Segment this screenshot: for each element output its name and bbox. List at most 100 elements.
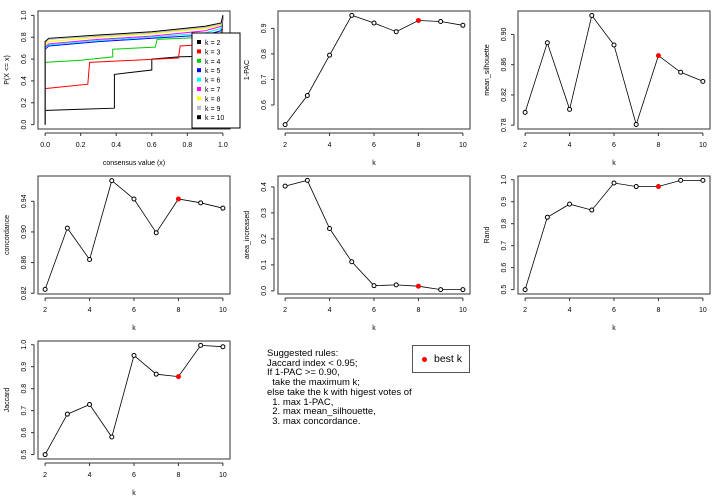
data-line — [44, 344, 223, 455]
panel-p-x-x-: 0.0 0.2 0.4 0.6 0.8 1.0 0.0 0.2 0.4 0.6 0.8 1.0 cons… — [4, 10, 241, 167]
best-k-legend: best k — [412, 345, 470, 373]
data-point — [460, 287, 466, 293]
x-tick-label: 8 — [176, 307, 180, 314]
x-tick-label: 4 — [568, 307, 572, 314]
data-point — [678, 177, 684, 183]
y-tick-label: 0.3 — [261, 208, 268, 218]
best-k-point — [655, 184, 661, 190]
y-tick-label: 0.9 — [21, 362, 28, 372]
x-axis-label: k — [612, 325, 616, 332]
legend-entry: k = 8 — [205, 96, 220, 103]
data-point — [589, 13, 595, 19]
y-axis-label: 1-PAC — [244, 60, 251, 80]
x-tick-label: 4 — [88, 307, 92, 314]
data-point — [633, 121, 639, 127]
data-point — [567, 201, 573, 207]
x-tick-label: 10 — [459, 142, 467, 149]
y-tick-label: 0.5 — [21, 450, 28, 460]
plot-frame — [517, 175, 711, 295]
y-tick-label: 1.0 — [21, 10, 28, 20]
data-point — [109, 434, 115, 440]
data-point — [611, 180, 617, 186]
x-tick-label: 0.2 — [76, 142, 86, 149]
y-tick-label: 0.6 — [21, 54, 28, 64]
y-axis-label: Rand — [484, 227, 491, 244]
data-point — [522, 109, 528, 115]
data-line — [524, 14, 704, 126]
x-tick-label: 2 — [283, 307, 287, 314]
data-point — [282, 122, 288, 128]
x-tick-label: 8 — [416, 142, 420, 149]
data-point — [304, 177, 310, 183]
panel-concordance: 2 4 6 8 10 0.82 0.86 0.90 0.94 k concordance — [4, 175, 231, 332]
x-tick-label: 0.8 — [182, 142, 192, 149]
data-point — [522, 287, 528, 293]
y-tick-label: 0.4 — [21, 76, 28, 86]
data-point — [64, 225, 70, 231]
data-point — [304, 93, 310, 99]
panel-mean-silhouette: 2 4 6 8 10 0.78 0.82 0.86 0.90 k mean_silhouette — [484, 10, 711, 167]
y-tick-label: 0.0 — [21, 120, 28, 130]
data-point — [544, 40, 550, 46]
plot-frame — [37, 340, 231, 460]
x-tick-label: 2 — [523, 142, 527, 149]
y-tick-label: 0.0 — [261, 286, 268, 296]
legend-swatch — [197, 105, 201, 110]
x-tick-label: 1.0 — [218, 142, 228, 149]
data-point — [371, 20, 377, 26]
x-axis-label: k — [372, 325, 376, 332]
legend-entry: k = 9 — [205, 106, 220, 113]
data-point — [131, 353, 137, 359]
x-tick-label: 4 — [328, 142, 332, 149]
best-k-label: best k — [434, 353, 463, 365]
legend-swatch — [197, 68, 201, 73]
y-tick-label: 0.8 — [21, 384, 28, 394]
best-k-point — [415, 17, 421, 23]
legend-swatch — [197, 58, 201, 63]
legend-swatch — [197, 40, 201, 44]
best-k-point — [655, 53, 661, 59]
panel-area-increased: 2 4 6 8 10 0.0 0.1 0.2 0.3 0.4 k area_increased — [244, 175, 471, 332]
x-tick-label: 10 — [219, 472, 227, 479]
data-point — [220, 205, 226, 211]
x-tick-label: 8 — [176, 472, 180, 479]
y-axis-label: area_increased — [244, 211, 251, 259]
y-tick-label: 0.8 — [501, 219, 508, 229]
x-tick-label: 8 — [656, 142, 660, 149]
x-tick-label: 0.4 — [111, 142, 121, 149]
legend-entry: k = 10 — [205, 115, 224, 122]
y-axis-label: Jaccard — [4, 388, 11, 413]
x-tick-label: 6 — [132, 472, 136, 479]
data-point — [460, 22, 466, 28]
x-tick-label: 8 — [416, 307, 420, 314]
data-point — [153, 230, 159, 236]
x-axis-label: k — [132, 490, 136, 497]
x-tick-label: 10 — [699, 307, 707, 314]
ecdf-line-k10 — [44, 15, 224, 125]
x-tick-label: 6 — [612, 142, 616, 149]
x-axis-label: k — [372, 160, 376, 167]
ecdf-line-k9 — [44, 15, 224, 125]
y-tick-label: 0.7 — [501, 241, 508, 251]
y-tick-label: 0.78 — [501, 118, 508, 132]
ecdf-line-k7 — [44, 15, 224, 125]
x-tick-label: 4 — [328, 307, 332, 314]
x-tick-label: 4 — [88, 472, 92, 479]
data-point — [282, 183, 288, 189]
plot-frame — [277, 175, 471, 295]
data-point — [87, 402, 93, 408]
x-tick-label: 2 — [43, 307, 47, 314]
y-tick-label: 0.6 — [21, 428, 28, 438]
data-point — [567, 106, 573, 112]
y-tick-label: 0.6 — [261, 100, 268, 110]
data-point — [678, 69, 684, 75]
y-tick-label: 0.7 — [261, 74, 268, 84]
y-tick-label: 0.86 — [501, 58, 508, 72]
x-tick-label: 6 — [132, 307, 136, 314]
data-point — [611, 42, 617, 48]
data-point — [700, 78, 706, 84]
best-k-point — [415, 283, 421, 289]
legend-entry: k = 6 — [205, 78, 220, 85]
x-tick-label: 2 — [43, 472, 47, 479]
plot-frame — [517, 10, 711, 130]
